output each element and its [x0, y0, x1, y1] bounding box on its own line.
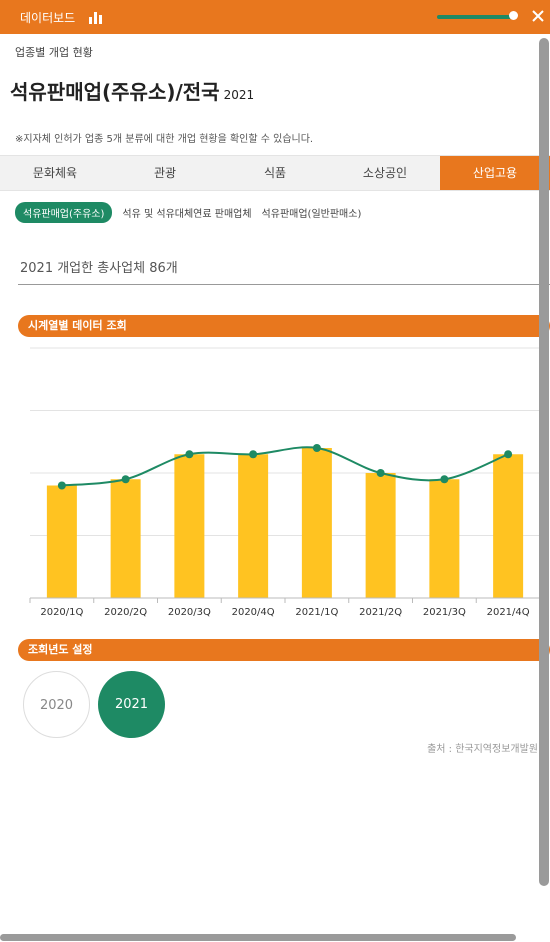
year-2020-button[interactable]: 2020 [23, 671, 90, 738]
chart-bar [365, 473, 396, 598]
year-2021-button[interactable]: 2021 [98, 671, 165, 738]
trend-line [61, 446, 509, 487]
trend-point [249, 450, 258, 459]
x-tick-label: 2020/3Q [168, 607, 211, 618]
section-timeseries: 시계열별 데이터 조회 [18, 315, 550, 337]
chart-bar [110, 479, 141, 598]
source-note: 출처 : 한국지역정보개발원 [427, 744, 538, 755]
page-title-year: 2021 [223, 88, 255, 102]
tab-culture-sports[interactable]: 문화체육 [32, 166, 78, 180]
chart-bar [429, 479, 460, 598]
page-subtitle: 업종별 개업 현황 [15, 46, 93, 59]
timeseries-chart: 2020/1Q 2020/2Q 2020/3Q 2020/4Q 2021/1Q 2021/… [29, 347, 541, 618]
chart-bar [301, 448, 332, 598]
x-tick-label: 2021/4Q [487, 607, 530, 618]
trend-point [312, 444, 321, 452]
page-title: 석유판매업(주유소)/전국 2021 [10, 76, 254, 105]
x-tick-label: 2020/2Q [104, 607, 147, 618]
x-tick-label: 2020/4Q [232, 607, 275, 618]
x-tick-label: 2021/2Q [359, 607, 402, 618]
divider [18, 284, 550, 285]
close-icon[interactable] [531, 9, 545, 23]
chart-bar [238, 454, 269, 598]
chart-bar [493, 454, 524, 598]
page-title-text: 석유판매업(주유소)/전국 [10, 80, 220, 104]
business-count: 2021 개업한 총사업체 86개 [20, 261, 178, 276]
x-tick-label: 2020/1Q [40, 607, 83, 618]
trend-point [440, 475, 449, 484]
app-title: 데이터보드 [20, 11, 76, 25]
subcategory-tabs: 석유판매업(주유소) 석유 및 석유대체연료 판매업체 석유판매업(일반판매소) [15, 202, 361, 223]
trend-point [185, 450, 194, 459]
zoom-slider[interactable] [437, 15, 513, 19]
chart-bar [174, 454, 205, 598]
trend-point [57, 481, 66, 490]
section-year-setting: 조회년도 설정 [18, 639, 550, 661]
top-bar: 데이터보드 [0, 0, 550, 34]
trend-point [121, 475, 130, 484]
vertical-scrollbar[interactable] [539, 38, 549, 886]
tab-small-business[interactable]: 소상공인 [362, 166, 408, 180]
trend-point [376, 469, 385, 477]
chart-bar [46, 485, 77, 598]
tab-industry-employment[interactable]: 산업고용 [440, 156, 550, 190]
subtab-gas-station[interactable]: 석유판매업(주유소) [15, 202, 113, 223]
x-tick-label: 2021/3Q [423, 607, 466, 618]
horizontal-scrollbar[interactable] [0, 934, 516, 941]
trend-point [504, 450, 513, 459]
bar-chart-icon[interactable] [88, 10, 104, 24]
subtab-petroleum-alt-fuel[interactable]: 석유 및 석유대체연료 판매업체 [122, 209, 252, 220]
slider-knob[interactable] [509, 11, 518, 20]
category-tabs: 문화체육 관광 식품 소상공인 산업고용 [0, 155, 550, 191]
subtab-general-seller[interactable]: 석유판매업(일반판매소) [261, 209, 362, 220]
tab-tourism[interactable]: 관광 [153, 166, 177, 180]
info-note: ※지자체 인허가 업종 5개 분류에 대한 개업 현황을 확인할 수 있습니다. [15, 134, 314, 145]
tab-food[interactable]: 식품 [263, 166, 287, 180]
x-tick-label: 2021/1Q [295, 607, 338, 618]
